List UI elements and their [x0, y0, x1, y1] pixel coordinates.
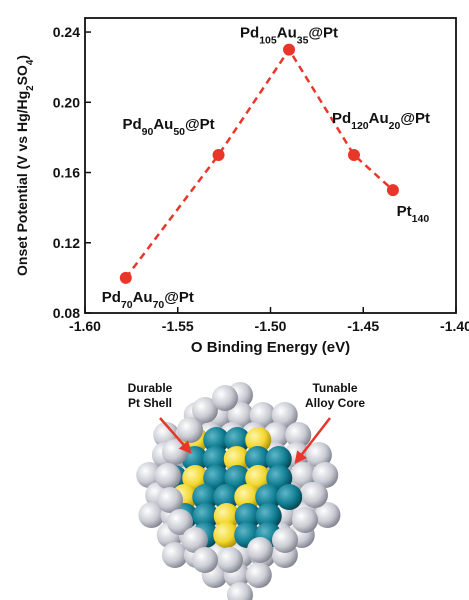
atom: [272, 527, 298, 553]
atom: [217, 547, 243, 573]
nanoparticle: [136, 382, 340, 600]
point-label: Pd90Au50@Pt: [122, 116, 214, 138]
atom: [155, 463, 181, 489]
x-tick-label: -1.50: [255, 318, 287, 334]
shell-label: Durable: [128, 381, 173, 395]
x-tick-label: -1.45: [347, 318, 379, 334]
atom: [302, 482, 328, 508]
core-label: Alloy Core: [305, 396, 365, 410]
y-tick-label: 0.20: [53, 94, 80, 110]
atom: [162, 439, 188, 465]
atom: [276, 484, 302, 510]
y-axis-label: Onset Potential (V vs Hg/Hg2SO4): [14, 55, 36, 276]
point-label: Pd105Au35@Pt: [240, 25, 338, 47]
atom: [246, 562, 272, 588]
x-axis-label: O Binding Energy (eV): [191, 339, 350, 356]
atom: [212, 385, 238, 411]
data-point: [213, 149, 225, 161]
y-tick-label: 0.12: [53, 235, 80, 251]
atom: [247, 537, 273, 563]
y-tick-label: 0.16: [53, 165, 80, 181]
y-tick-label: 0.24: [53, 24, 80, 40]
plot-frame: [85, 18, 456, 313]
data-line: [126, 50, 393, 278]
data-point: [348, 149, 360, 161]
x-tick-label: -1.55: [162, 318, 194, 334]
data-point: [387, 184, 399, 196]
point-label: Pd120Au20@Pt: [332, 110, 430, 132]
core-label: Tunable: [312, 381, 357, 395]
data-point: [283, 44, 295, 56]
atom: [192, 547, 218, 573]
data-point: [120, 272, 132, 284]
shell-label: Pt Shell: [128, 396, 172, 410]
figure: Durable Pt Shell Tunable Alloy Core -1.6…: [0, 0, 469, 600]
y-tick-label: 0.08: [53, 305, 80, 321]
atom: [292, 507, 318, 533]
point-label: Pd70Au70@Pt: [102, 289, 194, 311]
point-label: Pt140: [397, 203, 430, 225]
x-tick-label: -1.40: [440, 318, 469, 334]
